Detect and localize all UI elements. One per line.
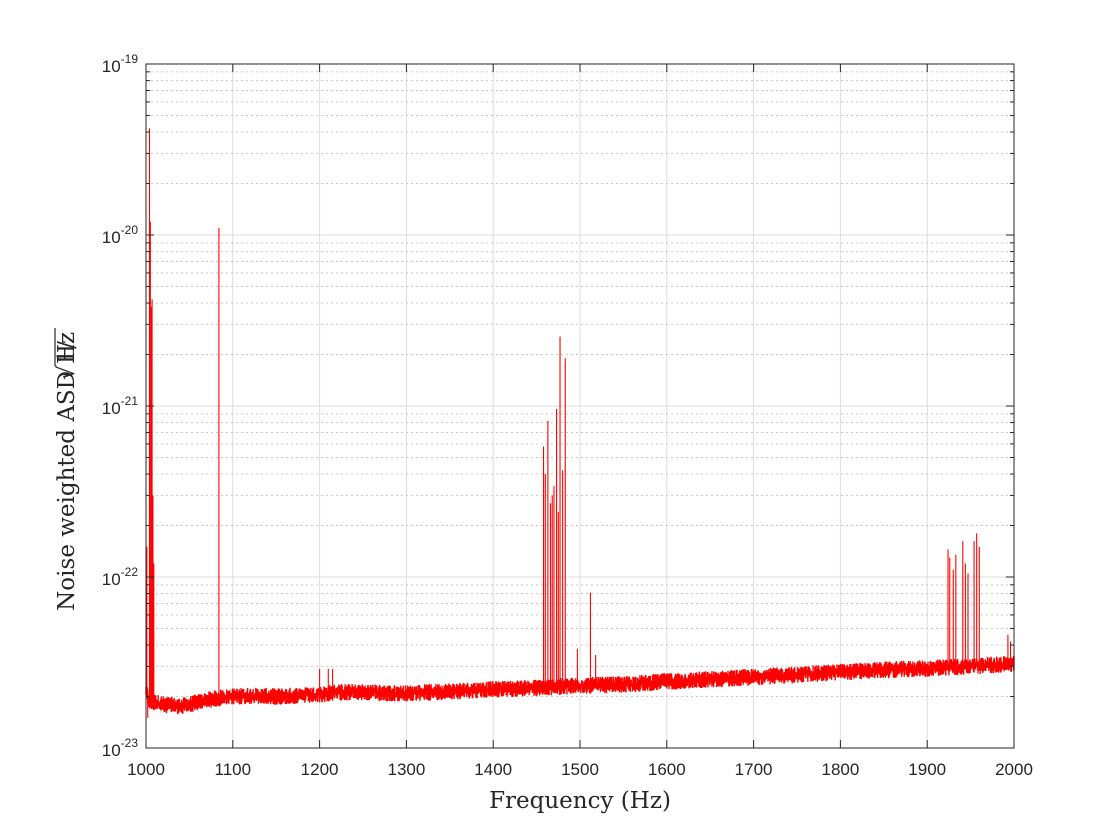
- axis-ticks: [145, 63, 1015, 749]
- x-tick-label: 1500: [561, 760, 599, 779]
- tick-labels: 1000 1100 1200 1300 1400 1500 1600 1700 1800 1900…: [102, 52, 1033, 779]
- y-tick-label: 10-21: [102, 394, 139, 418]
- x-tick-label: 2000: [995, 760, 1033, 779]
- x-tick-label: 1300: [387, 760, 425, 779]
- y-tick-label: 10-22: [102, 565, 139, 589]
- x-tick-label: 1100: [215, 760, 252, 779]
- y-axis-title: Noise weighted ASD 1/ √ Hz: [54, 328, 80, 611]
- x-tick-label: 1000: [127, 760, 165, 779]
- x-tick-label: 1400: [474, 760, 512, 779]
- y-axis-title-prefix: Noise weighted ASD 1/: [54, 341, 80, 611]
- x-tick-label: 1700: [735, 760, 773, 779]
- x-tick-label: 1200: [301, 760, 339, 779]
- x-axis-title: Frequency (Hz): [489, 788, 671, 814]
- data-series: [145, 128, 1015, 718]
- y-tick-label: 10-23: [102, 736, 139, 760]
- y-tick-label: 10-20: [102, 223, 139, 247]
- x-tick-label: 1800: [821, 760, 859, 779]
- y-axis-title-unit: Hz: [54, 332, 80, 364]
- y-axis-title-radical: √: [54, 365, 80, 380]
- x-tick-label: 1900: [908, 760, 946, 779]
- y-tick-label: 10-19: [102, 52, 139, 76]
- x-tick-label: 1600: [648, 760, 686, 779]
